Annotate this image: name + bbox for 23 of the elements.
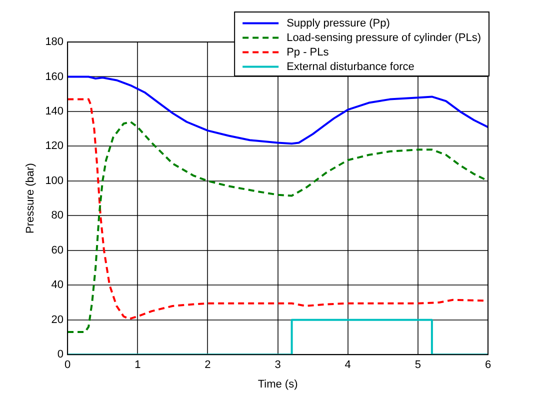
y-axis-title: Pressure (bar) <box>24 163 37 234</box>
y-tick-label: 60 <box>51 244 64 256</box>
y-tick-label: 100 <box>45 174 64 187</box>
x-tick-label: 5 <box>414 359 421 372</box>
y-tick-label: 0 <box>57 348 64 361</box>
legend-label: Supply pressure (Pp) <box>286 17 390 30</box>
x-tick-label: 2 <box>204 359 211 372</box>
legend-label: Pp - PLs <box>286 46 330 58</box>
y-tick-label: 180 <box>45 36 64 48</box>
x-tick-label: 4 <box>344 359 351 372</box>
y-tick-label: 160 <box>45 70 64 83</box>
y-tick-label: 20 <box>51 314 64 326</box>
x-tick-label: 3 <box>274 359 281 372</box>
y-tick-label: 40 <box>51 279 64 292</box>
y-tick-label: 140 <box>45 106 64 118</box>
y-tick-label: 80 <box>51 210 64 222</box>
y-tick-label: 120 <box>45 140 64 152</box>
legend-label: Load-sensing pressure of cylinder (PLs) <box>286 32 482 44</box>
line-series <box>68 120 488 334</box>
legend-label: External disturbance force <box>286 60 414 73</box>
x-axis-title: Time (s) <box>258 378 298 390</box>
x-tick-label: 1 <box>134 359 141 372</box>
x-tick-label: 6 <box>484 359 492 372</box>
